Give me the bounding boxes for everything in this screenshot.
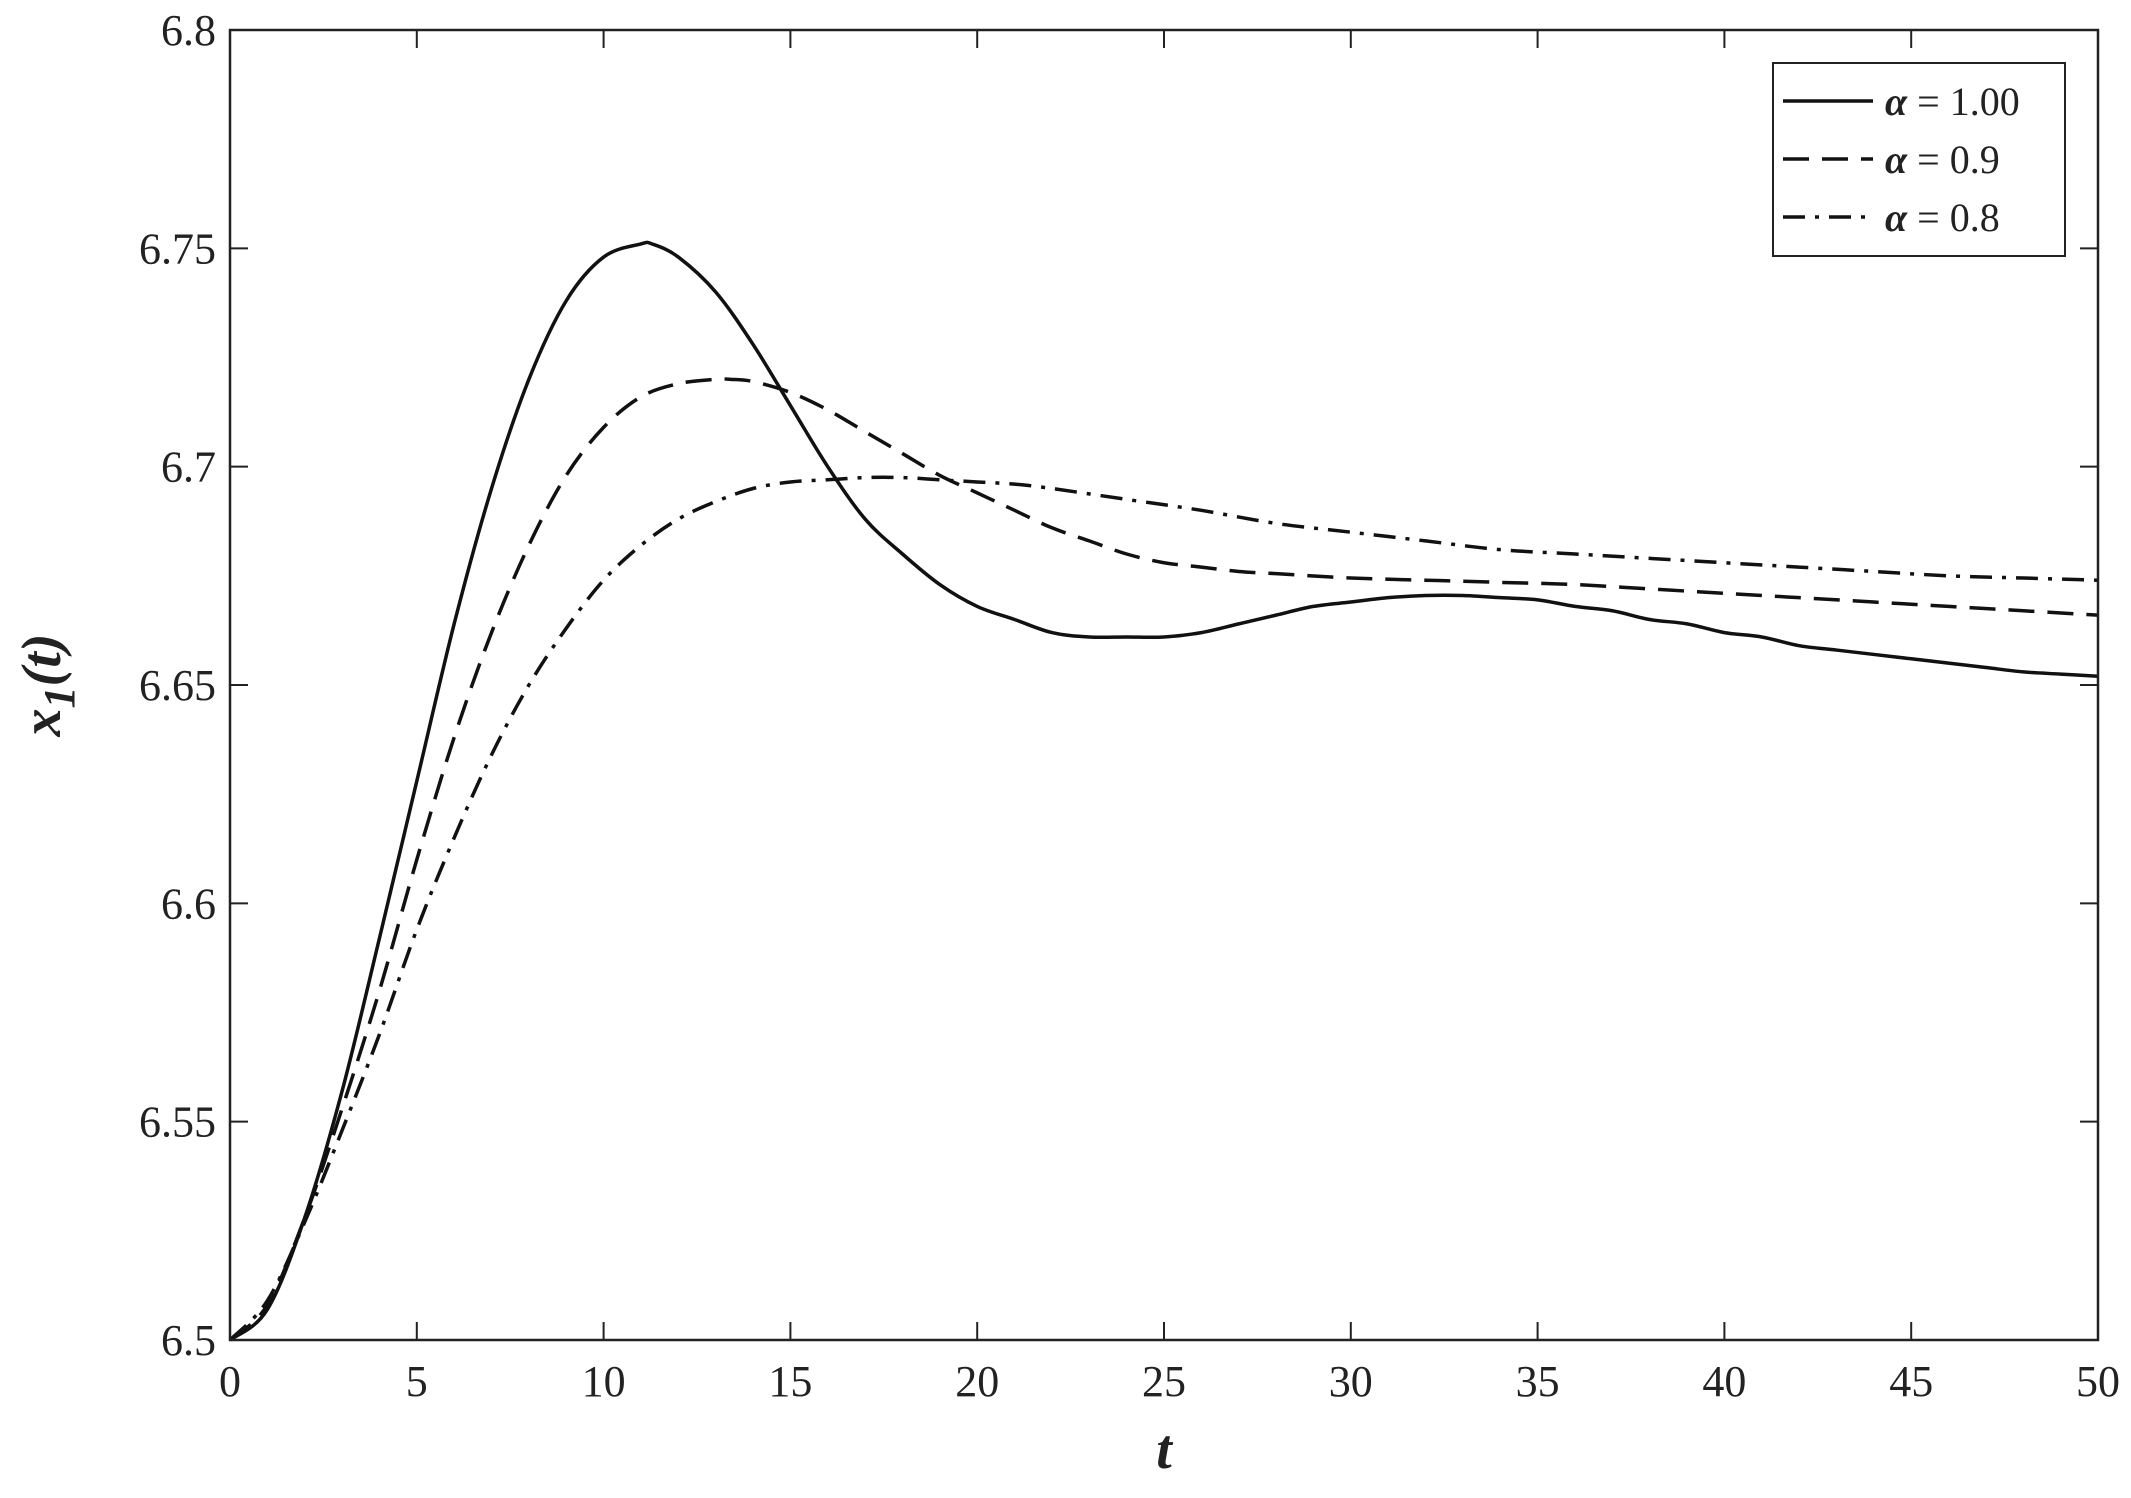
legend-entry-3: α = 0.8: [1885, 195, 2000, 240]
legend-entry-2: α = 0.9: [1885, 137, 2000, 182]
y-tick-label: 6.7: [161, 443, 216, 492]
legend-value: 1.00: [1950, 79, 2020, 124]
series-line-1: [228, 240, 2099, 1342]
legend-symbol: α: [1885, 195, 1908, 240]
x-tick-label: 20: [955, 1357, 999, 1406]
y-tick-label: 6.5: [161, 1316, 216, 1365]
legend-value: 0.9: [1950, 137, 2000, 182]
y-tick-label: 6.65: [139, 661, 216, 710]
legend-equals: =: [1907, 195, 1950, 240]
y-axis-title-suffix: (t): [11, 634, 73, 687]
x-axis-ticks: 0 5 10 15 20 25 30 35 40 45 50: [219, 30, 2120, 1406]
x-tick-label: 35: [1516, 1357, 1560, 1406]
y-axis-title-base: x: [11, 708, 73, 737]
x-tick-label: 25: [1142, 1357, 1186, 1406]
x-tick-label: 15: [768, 1357, 812, 1406]
x-tick-label: 40: [1702, 1357, 1746, 1406]
y-tick-label: 6.8: [161, 6, 216, 55]
x-tick-label: 30: [1329, 1357, 1373, 1406]
y-axis-ticks: 6.5 6.55 6.6 6.65 6.7 6.75 6.8: [139, 6, 2098, 1365]
y-tick-label: 6.75: [139, 224, 216, 273]
series-line-2: [228, 377, 2099, 1342]
legend-equals: =: [1907, 79, 1950, 124]
y-axis-title: x1(t): [11, 634, 84, 738]
x-tick-label: 10: [582, 1357, 626, 1406]
x-tick-label: 5: [406, 1357, 428, 1406]
legend: α = 1.00α = 0.9α = 0.8: [1772, 62, 2066, 257]
legend-symbol: α: [1885, 79, 1908, 124]
y-tick-label: 6.55: [139, 1098, 216, 1147]
plot-lines: [228, 240, 2099, 1342]
x-axis-title: t: [1156, 1419, 1173, 1481]
x-tick-label: 45: [1889, 1357, 1933, 1406]
legend-value: 0.8: [1950, 195, 2000, 240]
x-tick-label: 50: [2076, 1357, 2120, 1406]
legend-entry-1: α = 1.00: [1885, 79, 2020, 124]
x-tick-label: 0: [219, 1357, 241, 1406]
y-tick-label: 6.6: [161, 879, 216, 928]
legend-box: [1772, 62, 2066, 257]
y-axis-title-subscript: 1: [35, 686, 84, 708]
legend-equals: =: [1907, 137, 1950, 182]
series-line-3: [228, 475, 2099, 1342]
legend-symbol: α: [1885, 137, 1908, 182]
